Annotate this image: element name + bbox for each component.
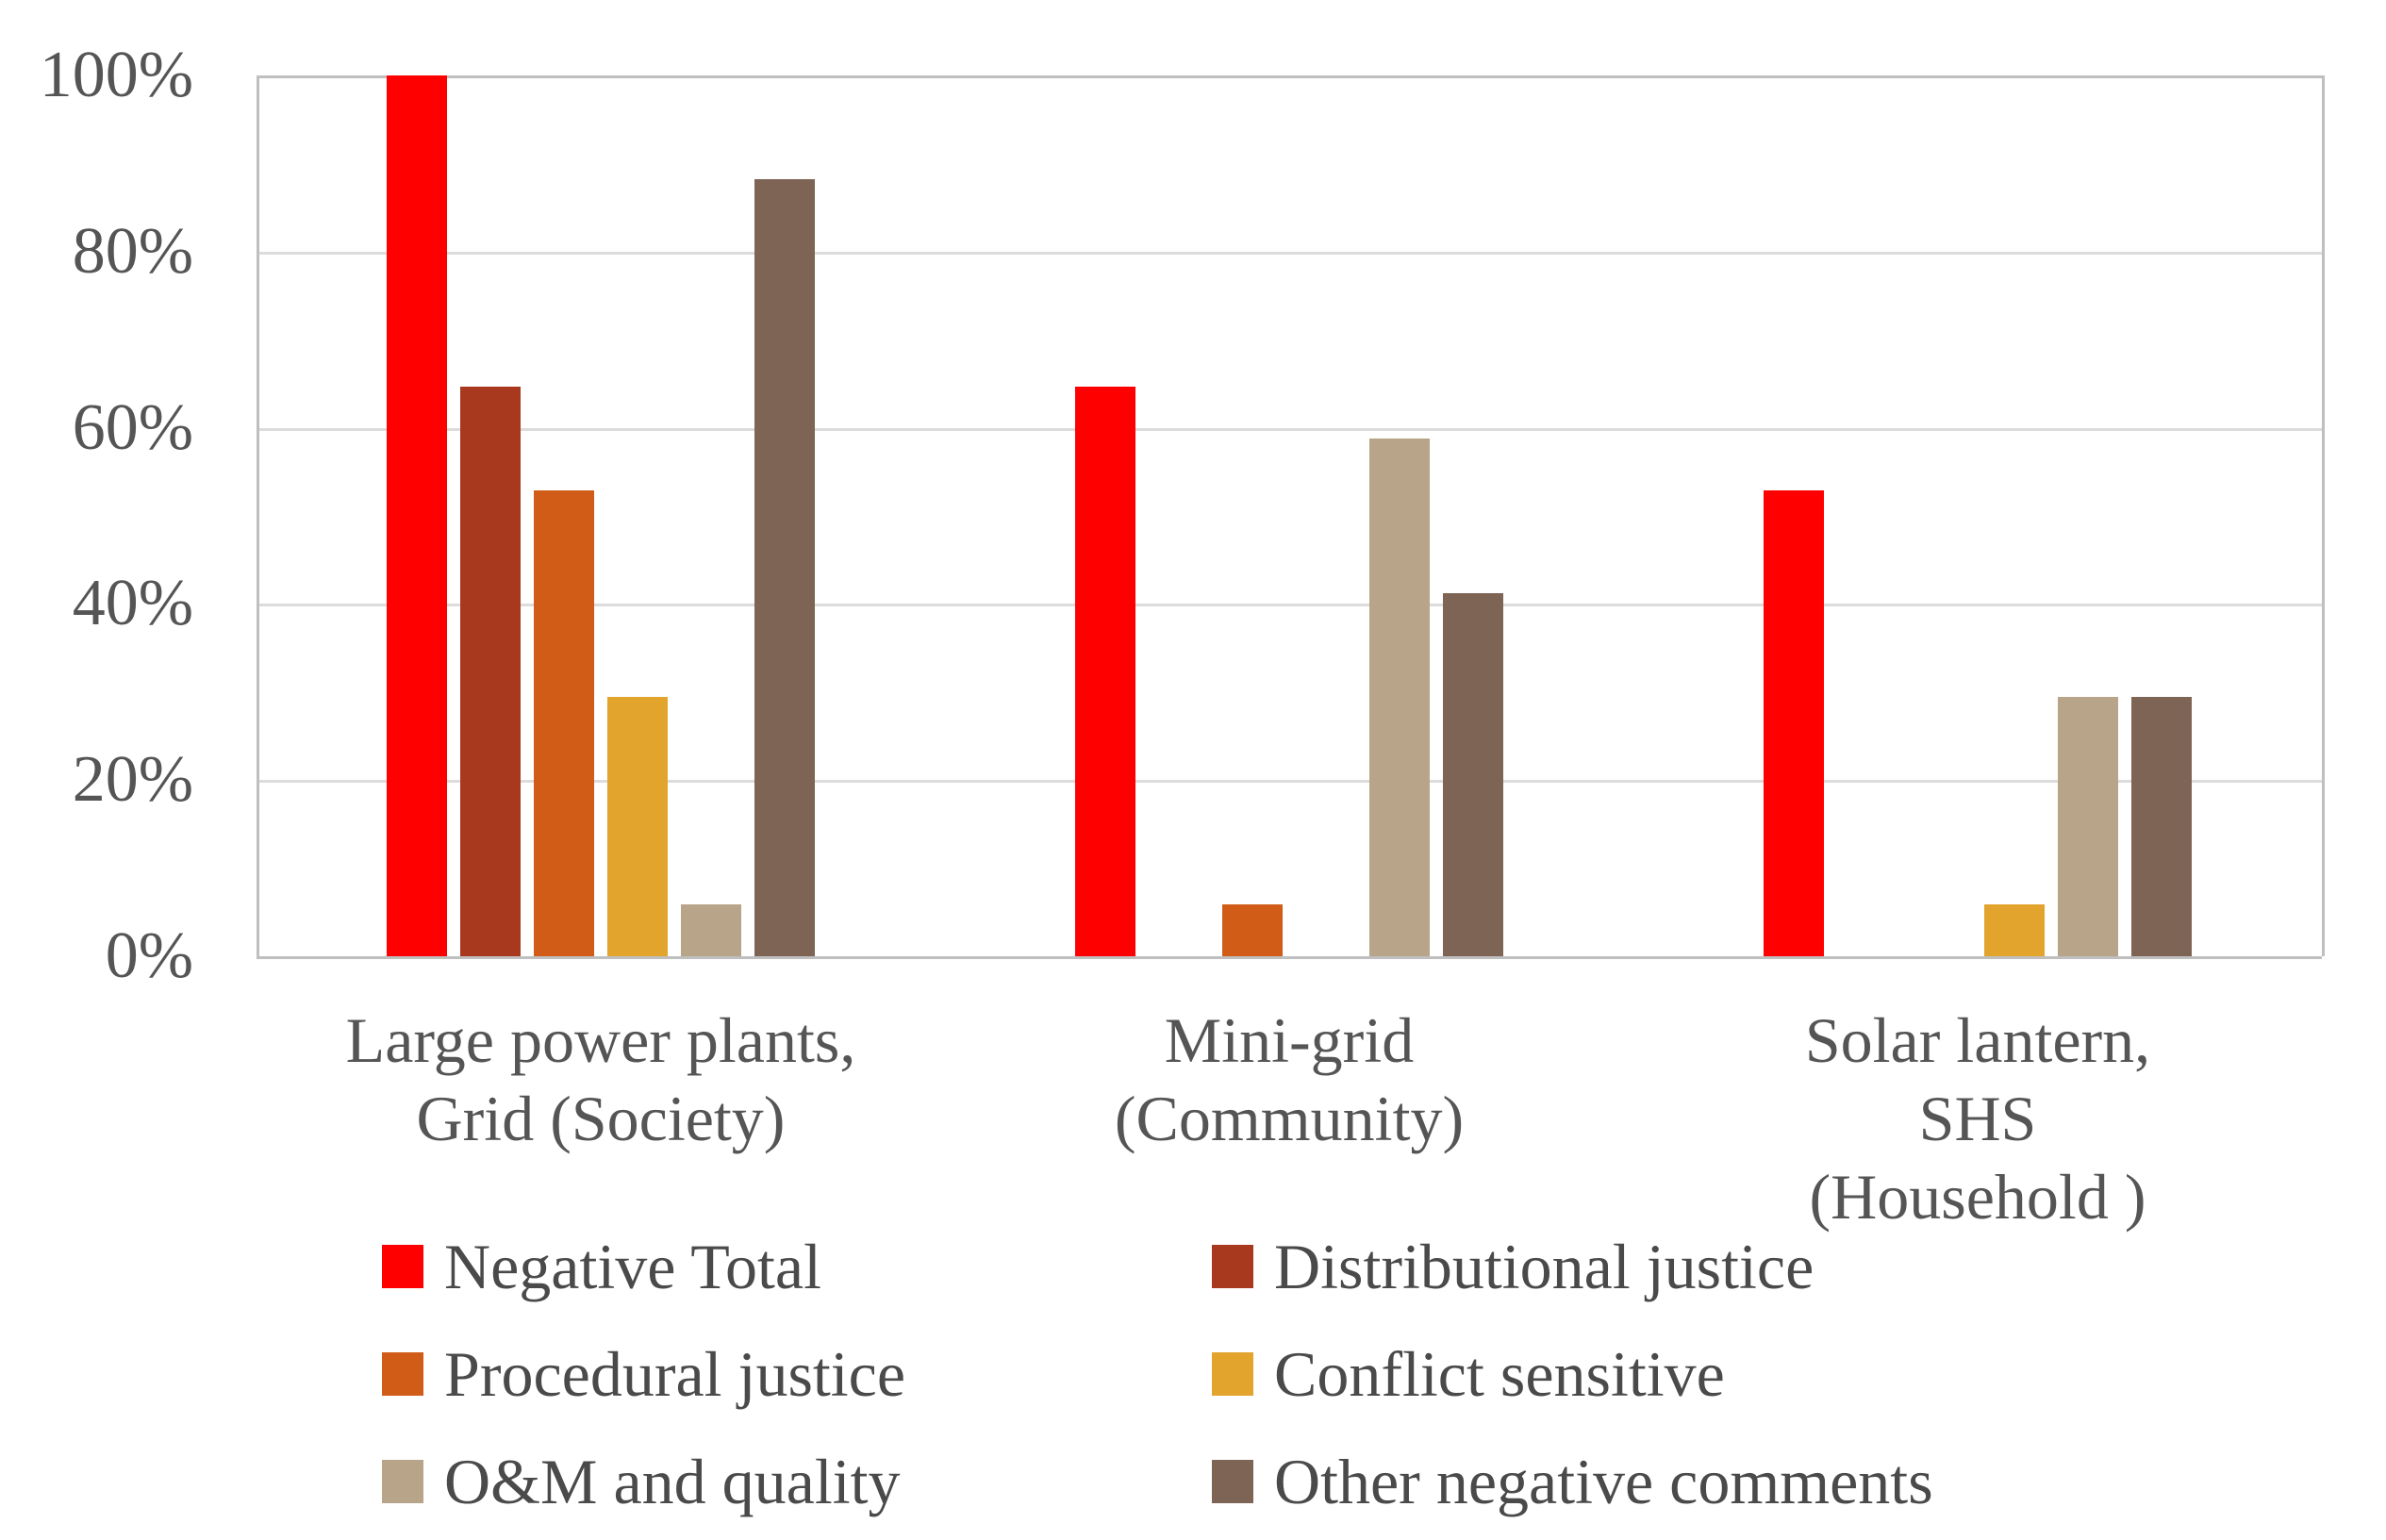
bar-series-5-group-1 [1443, 593, 1503, 956]
legend-item: Other negative comments [1212, 1449, 1933, 1514]
bar-series-5-group-0 [754, 179, 815, 956]
y-tick-label: 60% [72, 390, 193, 464]
y-tick-label: 0% [105, 919, 193, 992]
gridline [257, 251, 2322, 255]
legend-swatch [1212, 1352, 1253, 1396]
bar-series-1-group-0 [460, 386, 521, 956]
bar-series-4-group-0 [681, 903, 741, 956]
legend-label: Procedural justice [444, 1338, 906, 1410]
plot-border-line [257, 75, 2322, 78]
bar-series-2-group-0 [534, 489, 594, 956]
category-label: Large power plants, Grid (Society) [345, 1004, 856, 1154]
legend-swatch [1212, 1460, 1253, 1503]
gridline [257, 427, 2322, 431]
legend-label: Distributional justice [1274, 1231, 1814, 1302]
category-label: Solar lantern, SHS (Household ) [1804, 1004, 2151, 1233]
legend-item: Distributional justice [1212, 1234, 1814, 1299]
y-tick-label: 20% [72, 743, 193, 817]
legend-item: Procedural justice [382, 1342, 905, 1406]
legend-item: Negative Total [382, 1234, 821, 1299]
bar-series-5-group-2 [2131, 697, 2192, 956]
legend-item: Conflict sensitive [1212, 1342, 1725, 1406]
legend-swatch [382, 1245, 423, 1288]
y-tick-label: 80% [72, 214, 193, 288]
legend-swatch [382, 1352, 423, 1396]
bar-series-3-group-0 [607, 697, 668, 956]
y-tick-label: 100% [39, 39, 193, 111]
category-label: Mini-grid (Community) [1114, 1004, 1465, 1154]
legend-label: O&M and quality [444, 1446, 901, 1517]
legend-item: O&M and quality [382, 1449, 901, 1514]
bar-series-4-group-1 [1369, 438, 1430, 956]
legend-label: Negative Total [444, 1231, 821, 1302]
plot-border-right [2322, 75, 2325, 956]
bar-series-3-group-2 [1984, 903, 2045, 956]
axis-line-left [257, 75, 259, 956]
legend-label: Other negative comments [1274, 1446, 1933, 1517]
bar-series-0-group-1 [1075, 386, 1135, 956]
legend-swatch [1212, 1245, 1253, 1288]
y-tick-label: 40% [72, 567, 193, 640]
bar-series-0-group-2 [1764, 489, 1824, 956]
bar-series-2-group-1 [1222, 903, 1283, 956]
legend-label: Conflict sensitive [1274, 1338, 1725, 1410]
legend-swatch [382, 1460, 423, 1503]
gridline [257, 780, 2322, 784]
plot-border-line [257, 956, 2322, 959]
bar-series-4-group-2 [2058, 697, 2118, 956]
gridline [257, 604, 2322, 607]
bar-series-0-group-0 [387, 75, 447, 956]
